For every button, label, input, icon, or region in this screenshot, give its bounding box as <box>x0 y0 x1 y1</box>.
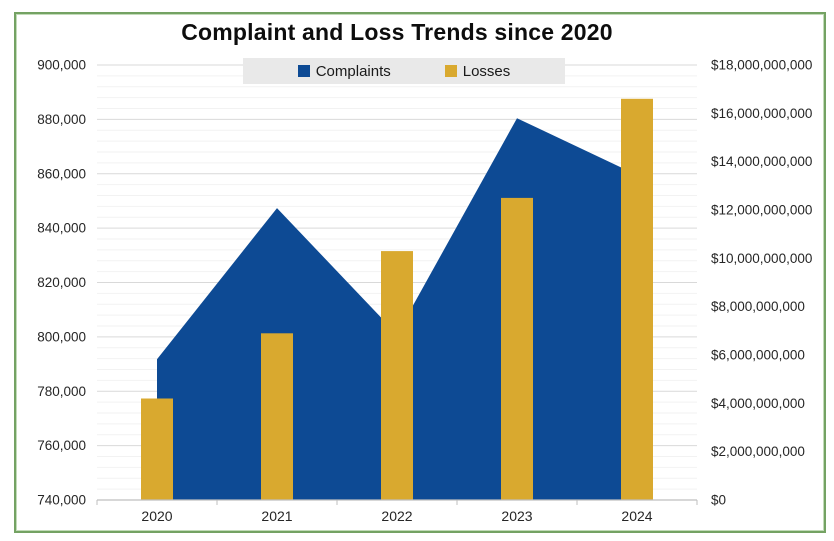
losses-swatch-icon <box>444 65 457 77</box>
legend-item-complaints: Complaints <box>297 62 391 80</box>
right-axis-label: $16,000,000,000 <box>711 106 812 121</box>
losses-bar-2022 <box>381 251 413 500</box>
left-axis-label: 820,000 <box>37 275 86 290</box>
losses-bar-2024 <box>621 98 653 501</box>
right-axis-label: $10,000,000,000 <box>711 251 812 266</box>
complaints-swatch-icon <box>297 65 310 77</box>
left-axis-label: 780,000 <box>37 384 86 399</box>
left-axis-label: 760,000 <box>37 438 86 453</box>
x-axis-label-2024: 2024 <box>621 508 652 524</box>
right-axis-label: $0 <box>711 493 726 508</box>
left-axis-label: 800,000 <box>37 329 86 344</box>
losses-bar-2023 <box>501 197 533 500</box>
right-axis-label: $4,000,000,000 <box>711 396 805 411</box>
right-axis-label: $18,000,000,000 <box>711 58 812 73</box>
right-axis-label: $2,000,000,000 <box>711 444 805 459</box>
right-axis-label: $8,000,000,000 <box>711 299 805 314</box>
chart-title: Complaint and Loss Trends since 2020 <box>181 19 613 45</box>
left-axis-label: 900,000 <box>37 58 86 73</box>
legend: Complaints Losses <box>243 58 565 84</box>
x-axis-label-2022: 2022 <box>381 508 412 524</box>
right-axis-label: $12,000,000,000 <box>711 203 812 218</box>
left-axis-label: 880,000 <box>37 112 86 127</box>
legend-label-losses: Losses <box>462 62 511 80</box>
x-axis-label-2020: 2020 <box>141 508 172 524</box>
left-axis-label: 840,000 <box>37 221 86 236</box>
x-axis-label-2023: 2023 <box>501 508 532 524</box>
losses-bar-2020 <box>141 398 173 500</box>
left-axis-label: 740,000 <box>37 493 86 508</box>
right-axis-label: $14,000,000,000 <box>711 154 812 169</box>
left-axis-label: 860,000 <box>37 166 86 181</box>
right-axis-label: $6,000,000,000 <box>711 348 805 363</box>
x-axis-label-2021: 2021 <box>261 508 292 524</box>
legend-label-complaints: Complaints <box>315 62 391 80</box>
losses-bar-2021 <box>261 333 293 501</box>
legend-item-losses: Losses <box>444 62 511 80</box>
